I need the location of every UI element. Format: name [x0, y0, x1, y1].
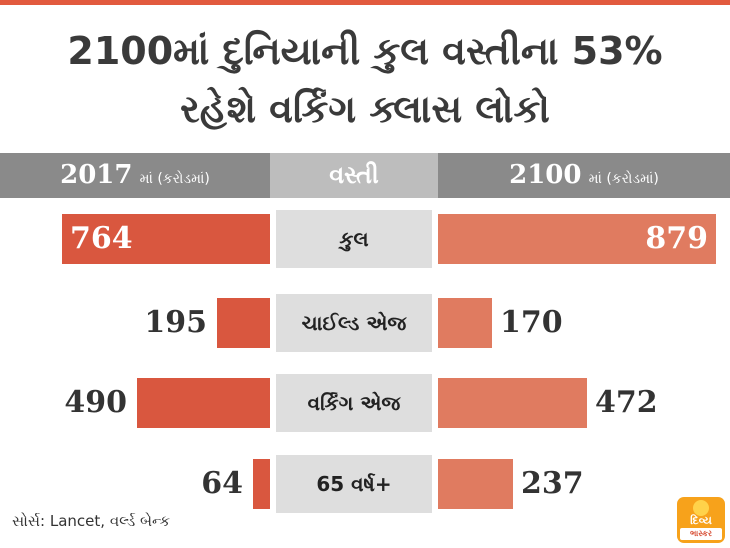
value-2017-2: 195 — [144, 305, 207, 340]
bar-2100-3 — [438, 378, 587, 428]
right-unit: માં (કરોડમાં) — [588, 171, 659, 187]
category-label-1: કુલ — [276, 210, 432, 268]
bar-2100-4 — [438, 459, 513, 509]
divya-bhaskar-logo: દિવ્ય ભાસ્કર — [677, 497, 725, 543]
bar-2017-2 — [217, 298, 270, 348]
value-2100-4: 237 — [521, 466, 584, 501]
value-2100-3: 472 — [595, 385, 658, 420]
left-year: 2017 — [60, 160, 133, 190]
logo-text-2: ભાસ્કર — [680, 528, 722, 540]
right-year: 2100 — [509, 160, 582, 190]
left-column-header: 2017 માં (કરોડમાં) — [0, 153, 270, 198]
chart-title: 2100માં દુનિયાની કુલ વસ્તીના 53% રહેશે વ… — [0, 22, 730, 138]
title-line-1: 2100માં દુનિયાની કુલ વસ્તીના 53% — [67, 29, 663, 73]
bar-2100-1 — [438, 214, 716, 264]
category-label-4: 65 વર્ષ+ — [276, 455, 432, 513]
bar-2017-1 — [62, 214, 270, 264]
logo-text-1: દિવ્ય — [690, 514, 712, 527]
value-2017-4: 64 — [201, 466, 243, 501]
logo-sun-icon — [693, 500, 709, 516]
category-label-3: વર્કિંગ એજ — [276, 374, 432, 432]
bar-2017-3 — [137, 378, 270, 428]
center-column-header: વસ્તી — [270, 153, 438, 198]
category-label-2: ચાઈલ્ડ એજ — [276, 294, 432, 352]
top-accent-bar — [0, 0, 730, 5]
title-line-2: રહેશે વર્કિંગ ક્લાસ લોકો — [180, 87, 550, 131]
value-2100-1: 879 — [645, 221, 708, 256]
value-2017-3: 490 — [64, 385, 127, 420]
left-unit: માં (કરોડમાં) — [139, 171, 210, 187]
bar-2100-2 — [438, 298, 492, 348]
bar-2017-4 — [253, 459, 270, 509]
right-column-header: 2100 માં (કરોડમાં) — [438, 153, 730, 198]
source-note: સોર્સ: Lancet, વર્લ્ડ બેન્ક — [12, 512, 171, 530]
value-2017-1: 764 — [70, 221, 133, 256]
value-2100-2: 170 — [500, 305, 563, 340]
column-header-bar: 2017 માં (કરોડમાં) વસ્તી 2100 માં (કરોડમ… — [0, 153, 730, 198]
